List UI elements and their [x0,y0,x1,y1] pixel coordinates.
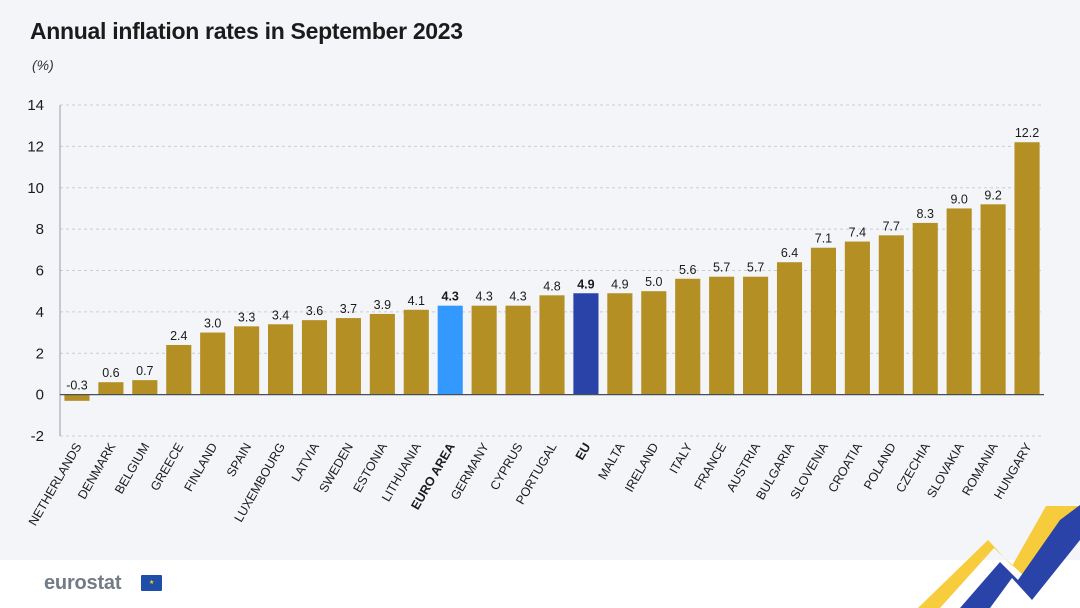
bar [573,293,599,395]
bar [166,344,192,395]
x-tick-label: ITALY [667,440,696,476]
eurostat-logo: eurostat [44,572,122,594]
data-label: 3.7 [340,302,357,316]
data-label: 4.9 [611,277,628,291]
x-tick-label: CROATIA [826,440,866,495]
data-label: 4.8 [543,279,560,293]
bar-chart: -202468101214-0.3NETHERLANDS0.6DENMARK0.… [26,97,1044,529]
y-tick-label: 4 [36,304,44,321]
bar [335,318,361,395]
x-tick-label: BELGIUM [112,441,152,497]
y-tick-label: 6 [36,263,44,280]
bar [234,326,260,395]
data-label: 3.3 [238,310,255,324]
data-label: 7.7 [883,219,900,233]
x-tick-label: SPAIN [224,441,254,480]
data-label: 7.4 [849,226,866,240]
data-label: 4.9 [577,277,594,291]
data-label: 12.2 [1015,126,1039,140]
x-tick-label: IRELAND [622,441,661,495]
x-tick-label: MALTA [595,440,627,482]
bar [946,208,972,395]
data-label: 0.6 [102,366,119,380]
data-label: 8.3 [917,207,934,221]
bar [709,276,735,395]
x-tick-label: FINLAND [181,441,220,494]
bar [98,382,124,395]
data-label: -0.3 [66,379,88,393]
data-label: 3.6 [306,304,323,318]
data-label: 0.7 [136,364,153,378]
x-tick-label: EU [573,441,594,463]
x-tick-label: CYPRUS [487,441,525,493]
bar [301,320,328,395]
data-label: 2.4 [170,329,187,343]
y-axis-unit: (%) [32,57,54,73]
bar [980,204,1006,395]
y-tick-label: 8 [36,221,44,238]
data-label: 9.0 [950,192,967,206]
x-tick-label: LATVIA [289,440,323,484]
x-tick-label: POLAND [861,441,899,493]
bar [200,332,226,395]
bar [539,295,565,395]
bar [810,247,837,395]
y-tick-label: 0 [36,387,44,404]
bar [912,222,938,395]
data-label: 5.0 [645,275,662,289]
data-label: 4.3 [442,290,459,304]
data-label: 7.1 [815,232,832,246]
bar [607,293,633,395]
footer [0,560,1080,608]
data-label: 4.1 [408,294,425,308]
bar [437,305,463,395]
data-label: 9.2 [984,188,1001,202]
y-tick-label: -2 [31,428,44,445]
chart-title: Annual inflation rates in September 2023 [30,18,463,44]
bar [471,305,497,395]
bar [132,380,158,395]
data-label: 3.4 [272,308,289,322]
bar [369,313,395,395]
data-label: 3.0 [204,317,221,331]
data-label: 6.4 [781,246,798,260]
eu-flag-icon: ★ [141,575,162,591]
bar [505,305,531,395]
y-tick-label: 14 [27,97,44,114]
x-tick-label: FRANCE [691,441,729,493]
bar [776,262,803,395]
data-label: 4.3 [475,290,492,304]
x-tick-label: NETHERLANDS [26,441,85,529]
y-tick-label: 2 [36,345,44,362]
data-label: 5.6 [679,263,696,277]
x-tick-label: GREECE [148,441,187,494]
bar [267,324,294,395]
bar [1014,142,1040,395]
bar [675,278,701,395]
bar [403,309,429,395]
data-label: 5.7 [713,261,730,275]
data-label: 3.9 [374,298,391,312]
y-tick-label: 12 [27,138,44,155]
bar [641,291,667,395]
y-tick-label: 10 [27,180,44,197]
bar [844,241,870,395]
bar [878,235,904,395]
data-label: 4.3 [509,290,526,304]
data-label: 5.7 [747,261,764,275]
bar [64,394,90,401]
bar [743,276,769,395]
